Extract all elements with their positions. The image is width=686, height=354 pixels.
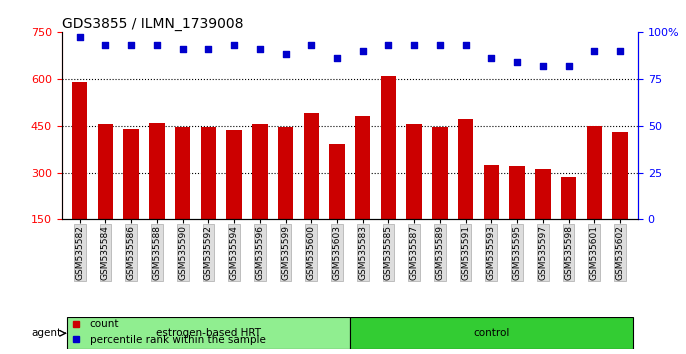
Bar bbox=[123, 129, 139, 219]
Point bbox=[228, 42, 239, 48]
Point bbox=[512, 59, 523, 65]
Bar bbox=[226, 130, 241, 219]
Text: control: control bbox=[473, 328, 510, 338]
Bar bbox=[612, 132, 628, 219]
Bar bbox=[458, 119, 473, 219]
Bar bbox=[535, 170, 550, 219]
Point bbox=[409, 42, 420, 48]
Text: estrogen-based HRT: estrogen-based HRT bbox=[156, 328, 261, 338]
Point bbox=[100, 42, 111, 48]
Bar bbox=[587, 126, 602, 219]
Point bbox=[203, 46, 214, 52]
Bar bbox=[175, 127, 190, 219]
Bar bbox=[509, 166, 525, 219]
Text: GDS3855 / ILMN_1739008: GDS3855 / ILMN_1739008 bbox=[62, 17, 244, 31]
Point bbox=[280, 52, 291, 57]
Bar bbox=[303, 113, 319, 219]
Bar bbox=[252, 124, 268, 219]
Point bbox=[357, 48, 368, 53]
Bar bbox=[484, 165, 499, 219]
Text: agent: agent bbox=[32, 328, 62, 338]
Bar bbox=[329, 144, 344, 219]
Bar bbox=[67, 318, 350, 349]
Point bbox=[486, 55, 497, 61]
Point bbox=[152, 42, 163, 48]
Point bbox=[589, 48, 600, 53]
Bar bbox=[381, 76, 396, 219]
Point bbox=[460, 42, 471, 48]
Bar bbox=[278, 127, 293, 219]
Bar bbox=[149, 122, 165, 219]
Bar bbox=[560, 177, 576, 219]
Point bbox=[434, 42, 445, 48]
Bar bbox=[432, 127, 447, 219]
Point bbox=[177, 46, 188, 52]
Bar bbox=[72, 82, 87, 219]
Point bbox=[74, 35, 85, 40]
Point bbox=[331, 55, 342, 61]
Point bbox=[255, 46, 265, 52]
Legend: count, percentile rank within the sample: count, percentile rank within the sample bbox=[67, 315, 270, 349]
Point bbox=[615, 48, 626, 53]
Point bbox=[563, 63, 574, 68]
Point bbox=[537, 63, 548, 68]
Bar bbox=[350, 318, 632, 349]
Bar bbox=[200, 127, 216, 219]
Point bbox=[126, 42, 137, 48]
Bar bbox=[355, 116, 370, 219]
Bar bbox=[97, 124, 113, 219]
Point bbox=[306, 42, 317, 48]
Point bbox=[383, 42, 394, 48]
Bar bbox=[406, 124, 422, 219]
